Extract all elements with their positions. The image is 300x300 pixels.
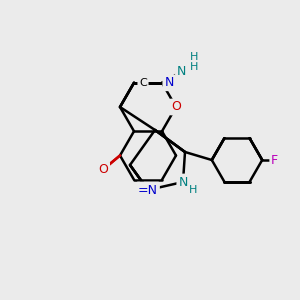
Text: H: H xyxy=(190,52,198,61)
Text: H: H xyxy=(189,185,197,195)
Text: F: F xyxy=(271,154,278,166)
Text: C: C xyxy=(139,78,147,88)
Text: H: H xyxy=(190,61,198,72)
Text: N: N xyxy=(178,176,188,188)
Text: N: N xyxy=(177,65,186,78)
Text: O: O xyxy=(98,163,108,176)
Text: N: N xyxy=(164,76,174,89)
Text: =N: =N xyxy=(138,184,158,196)
Text: O: O xyxy=(171,100,181,113)
